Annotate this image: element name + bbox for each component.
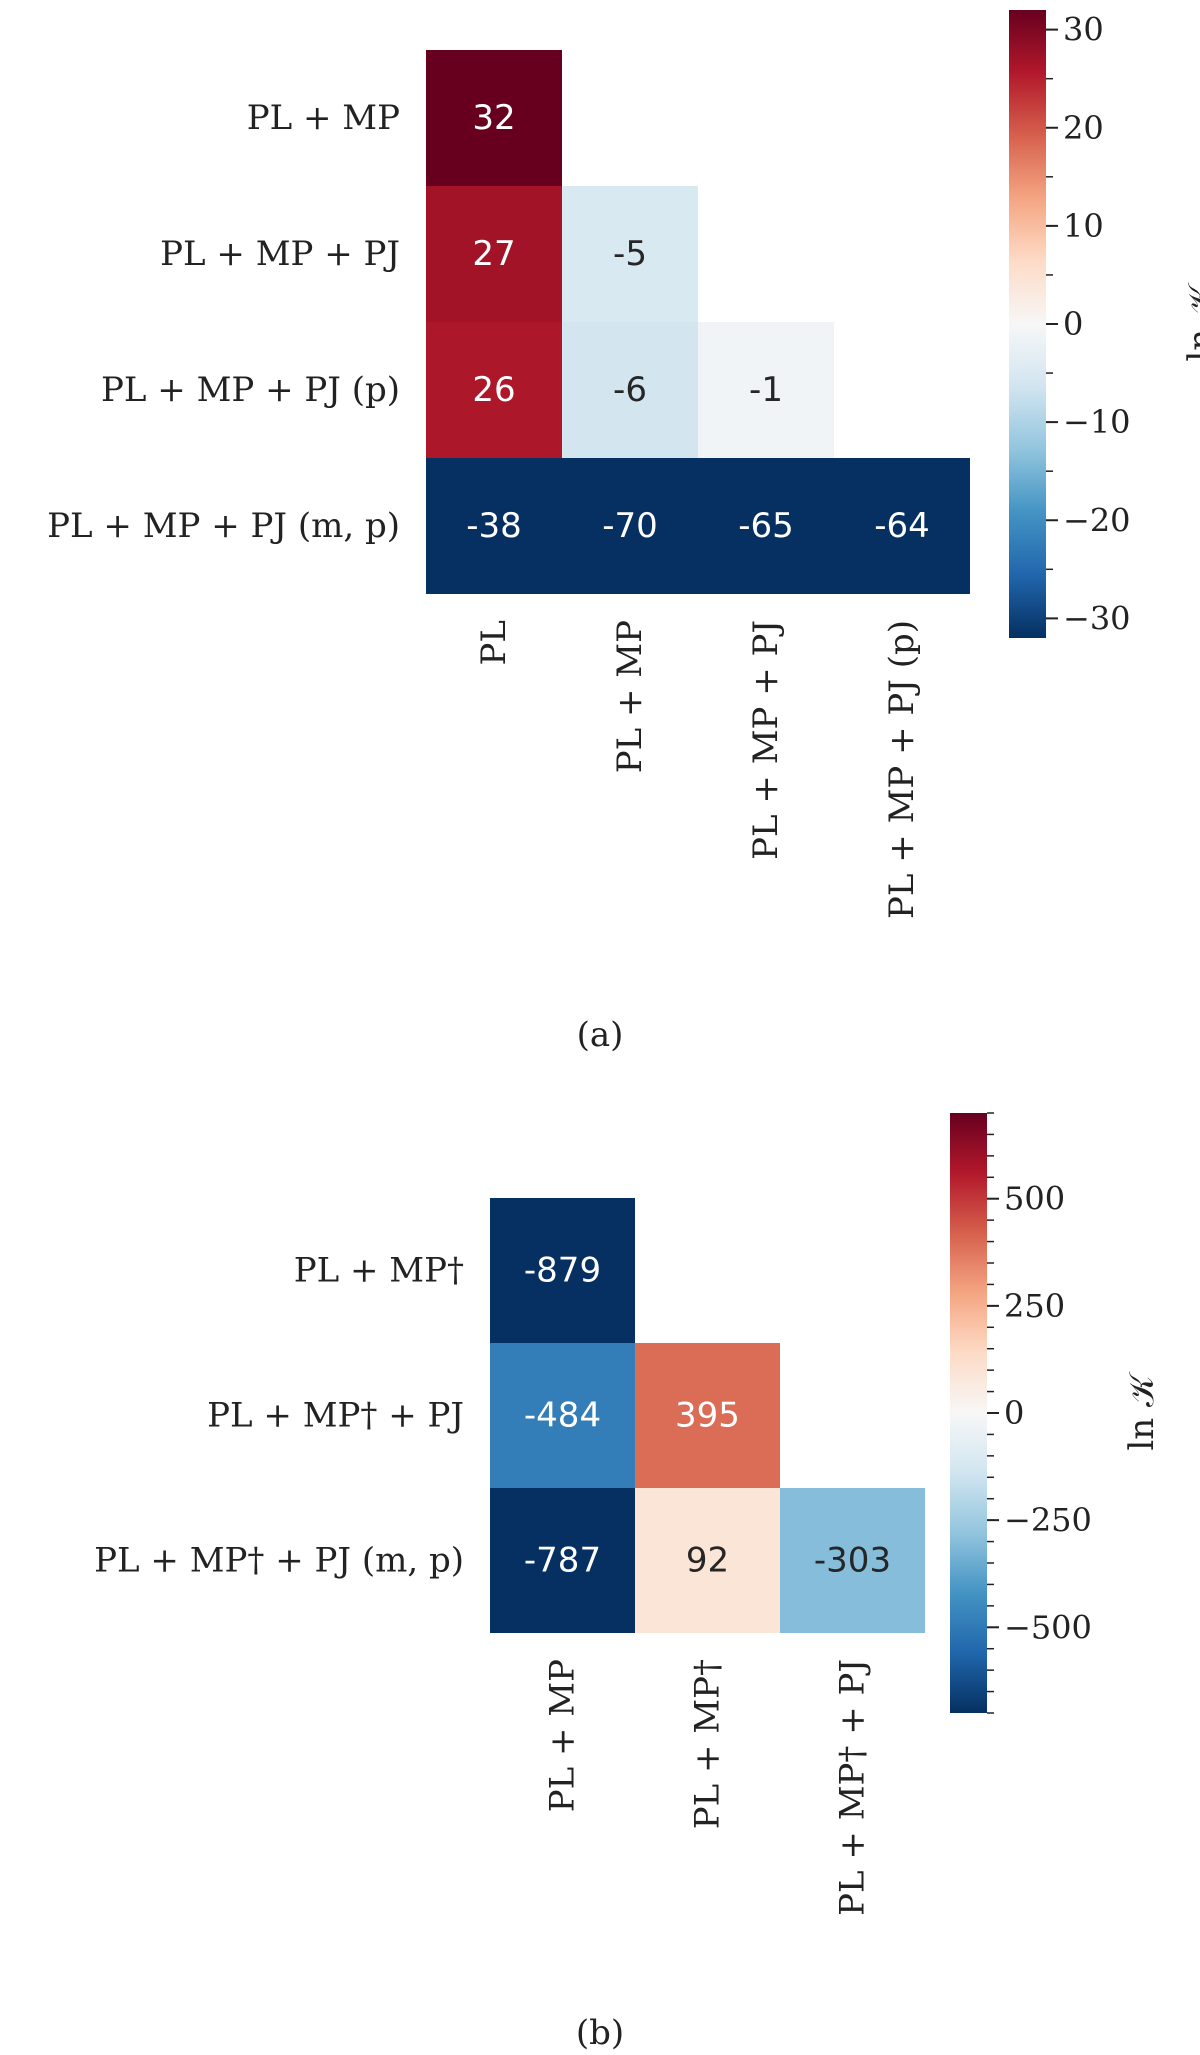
row-label: PL + MP†	[294, 1251, 464, 1291]
row-label: PL + MP + PJ (m, p)	[47, 506, 400, 546]
cell-value-label: -879	[524, 1251, 601, 1291]
colorbar	[950, 1113, 987, 1713]
heatmap-cell	[426, 322, 562, 458]
heatmap-cell	[562, 186, 698, 322]
colorbar-tick-label: −250	[1004, 1501, 1092, 1539]
panel-caption: (a)	[577, 1015, 624, 1055]
colorbar-tick-label: −10	[1063, 403, 1131, 441]
colorbar-tick-label: 500	[1004, 1180, 1065, 1218]
heatmap-panel-b: -879 -484 395 -787 92 -303 PL + MP† PL + MP† + …	[94, 1112, 1162, 2053]
cell-value-label: -5	[613, 234, 647, 274]
row-label: PL + MP† + PJ (m, p)	[94, 1541, 464, 1581]
column-label: PL + MP + PJ	[746, 620, 786, 860]
cell-value-label: -787	[524, 1541, 601, 1581]
heatmap-cell	[426, 50, 562, 186]
heatmap-cell	[698, 322, 834, 458]
cell-value-label: -303	[814, 1541, 891, 1581]
colorbar-tick-label: 20	[1063, 109, 1104, 147]
cell-value-label: -484	[524, 1396, 601, 1436]
row-label: PL + MP + PJ	[160, 234, 400, 274]
colorbar-tick-label: 30	[1063, 11, 1104, 49]
colorbar-tick-label: 0	[1063, 305, 1083, 343]
column-label: PL + MP + PJ (p)	[882, 620, 922, 919]
heatmap-cell	[562, 322, 698, 458]
colorbar-tick-label: −500	[1004, 1608, 1092, 1646]
cell-value-label: 27	[472, 234, 515, 274]
colorbar-title: ln 𝒦	[1181, 282, 1200, 362]
column-label: PL + MP	[543, 1659, 583, 1812]
cell-value-label: 32	[472, 98, 515, 138]
colorbar-tick-label: 10	[1063, 207, 1104, 245]
heatmap-cell	[562, 458, 698, 594]
cell-value-label: -65	[738, 506, 794, 546]
heatmap-cell	[635, 1488, 780, 1633]
row-label: PL + MP† + PJ	[207, 1396, 464, 1436]
cell-value-label: -64	[874, 506, 930, 546]
heatmap-cell	[426, 186, 562, 322]
colorbar-tick-label: −30	[1063, 599, 1131, 637]
heatmap-panel-a: 32 27 -5 26 -6 -1 -38 -70 -65 -64 PL + MP PL + MP +…	[47, 10, 1200, 1055]
cell-value-label: 395	[675, 1396, 740, 1436]
cell-value-label: -6	[613, 370, 647, 410]
row-label: PL + MP + PJ (p)	[101, 370, 400, 410]
heatmap-cell	[834, 458, 970, 594]
heatmap-cell	[490, 1343, 635, 1488]
column-label: PL	[474, 620, 514, 665]
cell-value-label: -38	[466, 506, 522, 546]
heatmap-cell	[780, 1488, 925, 1633]
cell-value-label: 92	[686, 1541, 729, 1581]
heatmap-cell	[635, 1343, 780, 1488]
column-label: PL + MP† + PJ	[833, 1659, 873, 1916]
heatmap-cell	[490, 1488, 635, 1633]
colorbar-title: ln 𝒦	[1122, 1371, 1162, 1451]
row-label: PL + MP	[247, 98, 400, 138]
cell-value-label: -1	[749, 370, 783, 410]
colorbar-tick-label: −20	[1063, 501, 1131, 539]
cell-value-label: 26	[472, 370, 515, 410]
heatmap-cell	[698, 458, 834, 594]
colorbar-tick-label: 0	[1004, 1394, 1024, 1432]
heatmap-cell	[490, 1198, 635, 1343]
colorbar-tick-label: 250	[1004, 1287, 1065, 1325]
column-label: PL + MP	[610, 620, 650, 773]
cell-value-label: -70	[602, 506, 658, 546]
heatmap-cell	[426, 458, 562, 594]
column-label: PL + MP†	[688, 1659, 728, 1829]
colorbar	[1009, 10, 1046, 638]
panel-caption: (b)	[576, 2013, 624, 2053]
